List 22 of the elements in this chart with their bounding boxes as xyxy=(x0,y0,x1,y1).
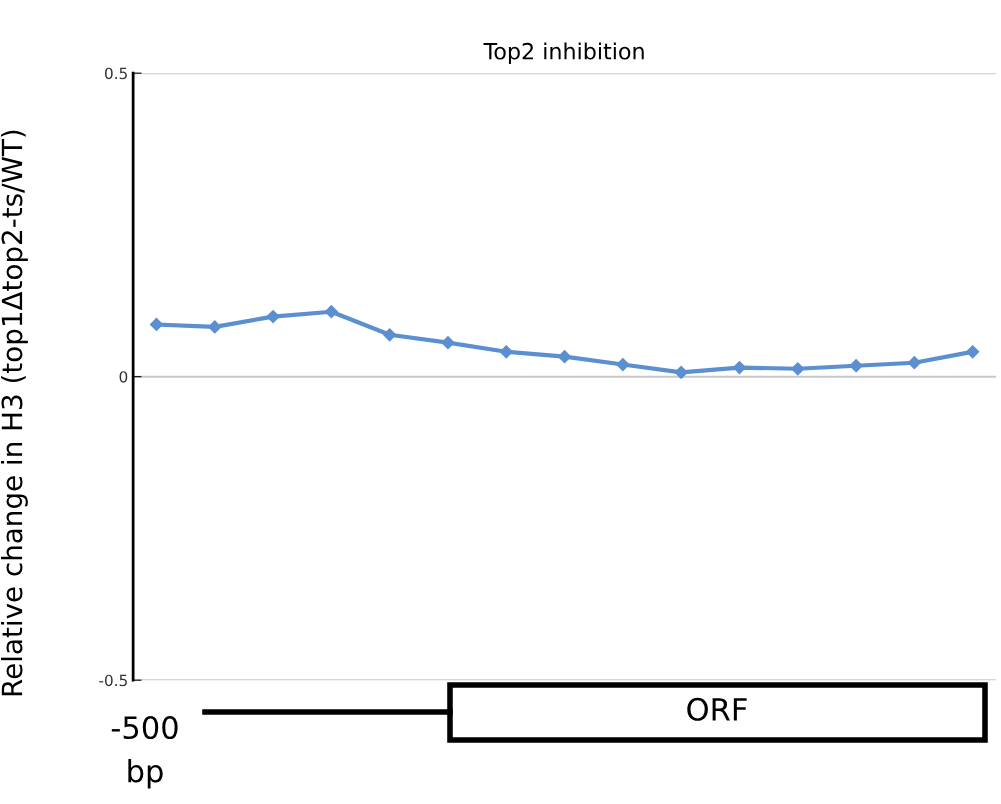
point xyxy=(499,345,513,359)
text: ORF xyxy=(687,697,747,721)
y-axis-title: Relative change in H3 (top1Δtop2-ts/WT) xyxy=(0,130,28,696)
y-tick-label: 0.5 xyxy=(104,67,127,80)
point xyxy=(674,365,688,380)
point xyxy=(149,317,164,332)
chart-title: Top2 inhibition xyxy=(483,42,644,64)
point xyxy=(966,345,980,359)
y-tick-label: 0 xyxy=(119,371,128,383)
point xyxy=(557,350,572,364)
point xyxy=(441,336,455,350)
point xyxy=(791,362,805,376)
point xyxy=(324,305,338,319)
point xyxy=(383,328,397,342)
point xyxy=(616,357,630,372)
text: -500 bp xyxy=(111,716,178,789)
point xyxy=(266,309,280,324)
point xyxy=(907,356,921,370)
y-tick-label: -0.5 xyxy=(99,674,127,687)
point xyxy=(732,360,747,375)
point xyxy=(849,359,863,373)
point xyxy=(208,320,222,334)
